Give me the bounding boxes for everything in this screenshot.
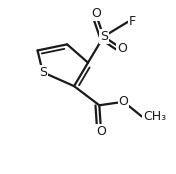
Text: O: O xyxy=(117,42,127,55)
Text: O: O xyxy=(91,7,101,20)
Text: F: F xyxy=(129,15,136,28)
Text: S: S xyxy=(100,30,108,43)
Text: S: S xyxy=(39,66,47,79)
Text: CH₃: CH₃ xyxy=(143,110,166,123)
Text: O: O xyxy=(96,125,106,138)
Text: O: O xyxy=(119,95,129,108)
